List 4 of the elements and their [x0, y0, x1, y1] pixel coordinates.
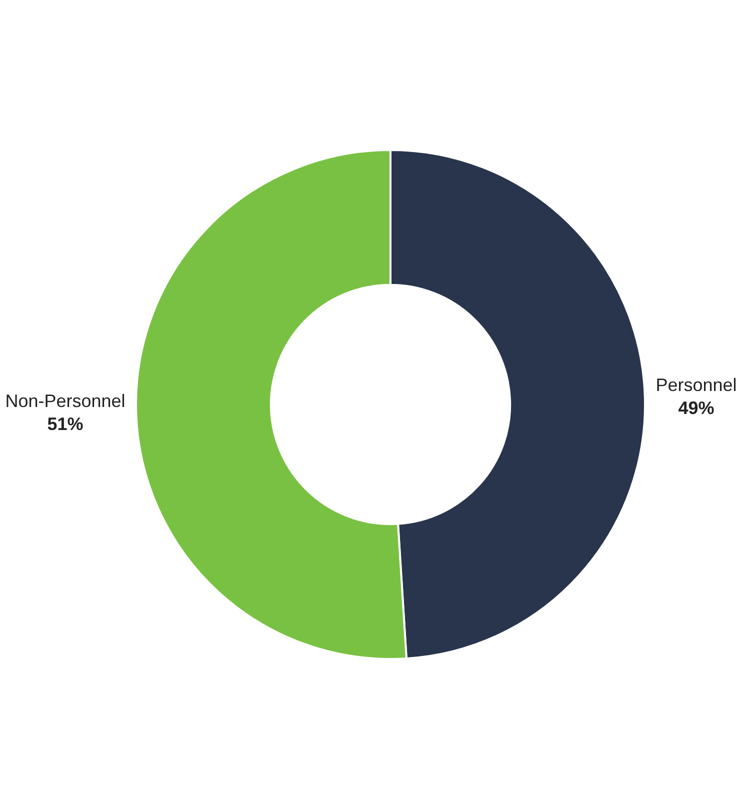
- slice-label: Non-Personnel: [5, 390, 126, 411]
- data-label: 51%: [47, 414, 84, 434]
- slice-label: Personnel: [656, 374, 737, 395]
- data-label: 49%: [678, 398, 714, 418]
